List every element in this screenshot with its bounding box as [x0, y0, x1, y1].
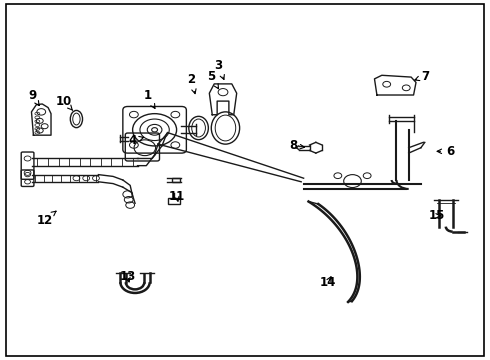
Text: 3: 3: [214, 59, 224, 80]
Text: 14: 14: [320, 276, 336, 289]
Text: 12: 12: [37, 211, 56, 227]
Text: 15: 15: [428, 210, 445, 222]
Text: 2: 2: [187, 73, 196, 94]
Text: 10: 10: [56, 95, 73, 111]
Text: 1: 1: [143, 89, 155, 108]
Text: 9: 9: [28, 89, 39, 105]
Text: 13: 13: [120, 270, 136, 283]
Text: 11: 11: [169, 190, 185, 203]
Text: 8: 8: [290, 139, 305, 152]
Text: 6: 6: [437, 145, 454, 158]
Text: 5: 5: [207, 69, 219, 89]
Text: 7: 7: [415, 69, 430, 82]
Text: 4: 4: [128, 134, 144, 147]
